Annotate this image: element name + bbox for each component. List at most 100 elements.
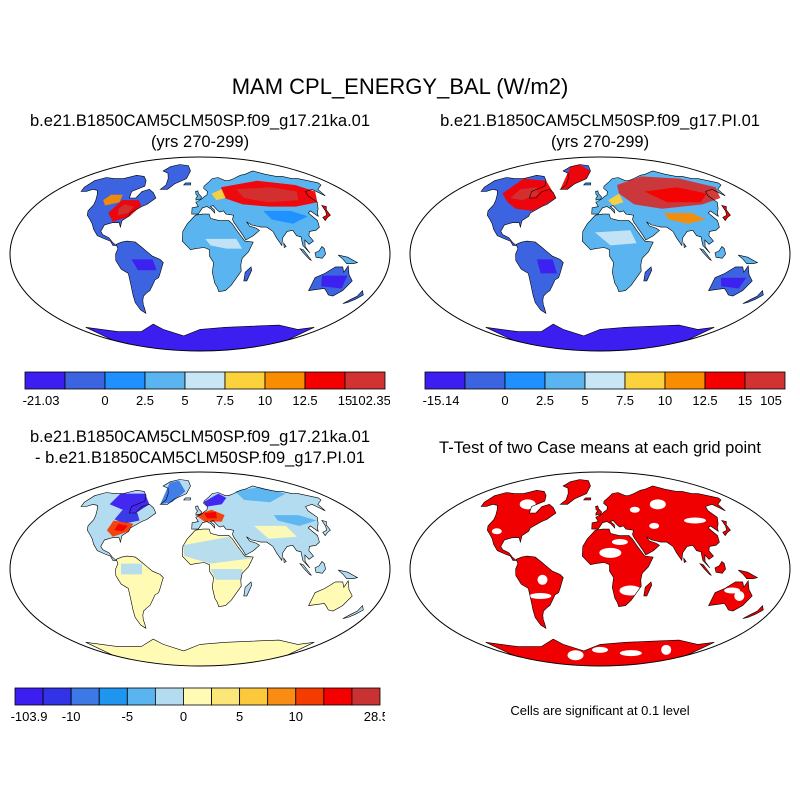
land-new-guinea: [738, 570, 758, 579]
colorbar-box: [264, 371, 306, 390]
anomaly-region: [182, 536, 253, 564]
coastline-sri-lanka: [683, 242, 687, 248]
colorbar-label: 5: [581, 393, 588, 408]
land-borneo: [715, 561, 726, 574]
coastline-eurasia: [591, 485, 726, 569]
colorbar-case2: -15.14 0 2.5 5 7.5 10 12.5 15 105: [423, 371, 786, 408]
anomaly-region: [114, 523, 128, 532]
coastline-new-guinea: [338, 569, 359, 579]
colorbar-box: [104, 371, 146, 390]
nonsignificant-cell: [734, 590, 745, 601]
land-new-guinea: [338, 570, 358, 579]
land-africa: [182, 214, 254, 292]
nonsignificant-cell: [649, 499, 666, 510]
anomaly-region: [121, 563, 143, 575]
coastline-australia: [308, 580, 353, 612]
anomaly-region: [560, 164, 591, 190]
colorbar-box: [584, 371, 626, 390]
coastline-borneo: [714, 561, 726, 574]
colorbar-diff: -103.9 -10 -5 0 5 10 28.55: [11, 687, 385, 724]
land-madagascar: [643, 581, 652, 596]
nonsignificant-cell: [724, 587, 741, 594]
land-north-america: [481, 175, 556, 246]
colorbar-box: [239, 687, 269, 706]
land-madagascar: [643, 266, 652, 281]
anomaly-region: [263, 210, 308, 224]
land-new-guinea: [738, 255, 758, 264]
coastline-britain: [195, 505, 202, 516]
coastline-borneo: [314, 561, 326, 574]
colorbar-box: [664, 371, 706, 390]
anomaly-region: [204, 511, 217, 519]
colorbar-label: 2.5: [136, 393, 154, 408]
coastline-greenland: [559, 164, 591, 190]
colorbar-label: -15.14: [423, 393, 460, 408]
colorbar-label: -103.9: [11, 709, 48, 724]
coastline-iceland: [183, 497, 192, 501]
coastline-south-america: [115, 555, 164, 629]
land-britain: [195, 505, 202, 516]
colorbar-box: [144, 371, 186, 390]
colorbar-label: 7.5: [216, 393, 234, 408]
coastline-new-guinea: [738, 254, 759, 264]
coastline-madagascar: [643, 581, 653, 597]
panel-title-ttest: T-Test of two Case means at each grid po…: [405, 438, 795, 459]
anomaly-region: [103, 194, 123, 206]
figure-title: MAM CPL_ENERGY_BAL (W/m2): [231, 74, 569, 99]
land-borneo: [315, 246, 326, 259]
land-layer: [480, 164, 764, 351]
panel-title-diff-line2: - b.e21.B1850CAM5CLM50SP.f09_g17.PI.01: [35, 449, 365, 467]
colorbar-label: 102.35: [351, 393, 390, 408]
nonsignificant-cell: [619, 650, 642, 657]
coastline-new-zealand: [342, 604, 364, 619]
coastline-eurasia: [191, 170, 326, 254]
coastline-north-america: [80, 174, 157, 246]
coastline-africa: [181, 528, 254, 608]
colorbar-box: [744, 371, 786, 390]
coastline-britain: [595, 190, 602, 201]
ocean: [10, 472, 390, 666]
colorbar-box: [24, 371, 66, 390]
panel-title-case2-line1: b.e21.B1850CAM5CLM50SP.f09_g17.PI.01: [440, 112, 760, 130]
coastline-japan: [721, 205, 731, 222]
coastline-australia: [708, 580, 753, 612]
nonsignificant-cell: [529, 592, 552, 599]
coastline-iceland: [583, 497, 592, 501]
anomaly-region: [205, 238, 243, 249]
anomaly-region: [644, 187, 707, 203]
colorbar-label: -10: [62, 709, 81, 724]
colorbar-label: 0: [101, 393, 108, 408]
coastline-japan: [321, 520, 331, 537]
anomaly-region: [118, 204, 134, 216]
map-border: [9, 471, 391, 667]
colorbar-box: [504, 371, 546, 390]
coastline-africa: [581, 528, 654, 608]
nonsignificant-cell: [519, 499, 536, 510]
anomaly-region: [211, 189, 226, 201]
coastline-greenland: [159, 479, 191, 505]
colorbar-box: [295, 687, 325, 706]
land-sumatra: [700, 248, 712, 261]
land-north-america: [481, 490, 556, 561]
coastline-new-zealand: [742, 604, 764, 619]
coastline-sumatra: [699, 247, 712, 261]
anomaly-region: [131, 259, 157, 271]
panel-title-diff: b.e21.B1850CAM5CLM50SP.f09_g17.21ka.01 -…: [5, 427, 395, 469]
anomaly-region: [608, 193, 624, 206]
coastline-madagascar: [643, 266, 653, 282]
coastline-borneo: [314, 246, 326, 259]
nonsignificant-cell: [592, 646, 608, 653]
colorbar-box: [304, 371, 346, 390]
land-madagascar: [243, 266, 252, 281]
coastline-madagascar: [243, 266, 253, 282]
colorbar-box: [70, 687, 100, 706]
colorbar-label: -21.03: [23, 393, 60, 408]
nonsignificant-cell: [537, 574, 548, 585]
colorbar-box: [344, 371, 386, 390]
anomaly-region: [721, 277, 747, 289]
anomaly-region: [273, 515, 317, 526]
land-south-america: [115, 241, 164, 314]
colorbar-label: 2.5: [536, 393, 554, 408]
colorbar-label: 28.55: [364, 709, 385, 724]
